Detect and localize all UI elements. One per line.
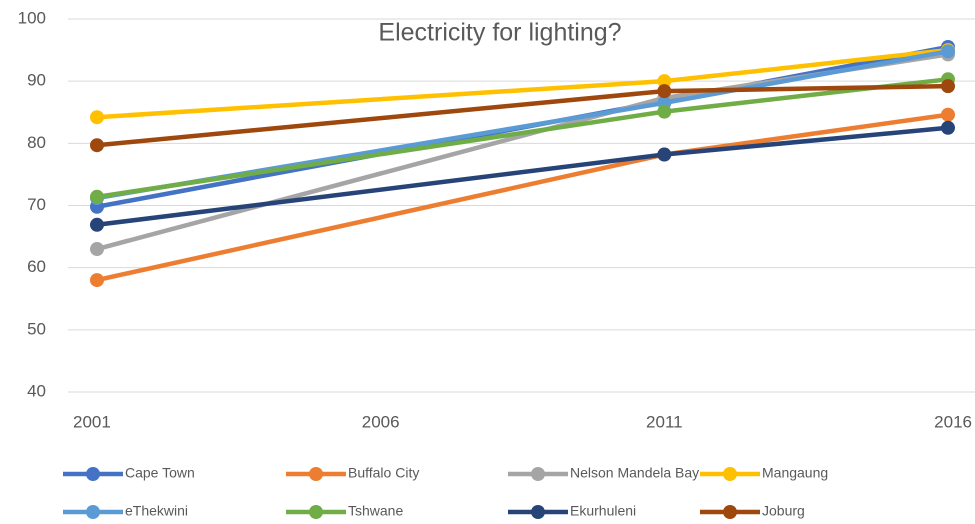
legend-marker	[723, 505, 737, 519]
point	[941, 79, 955, 94]
legend-label: Mangaung	[762, 465, 828, 481]
point	[657, 147, 672, 162]
point	[941, 120, 955, 135]
point	[90, 273, 104, 288]
legend-label: Nelson Mandela Bay	[570, 465, 699, 481]
legend-marker	[309, 505, 323, 519]
y-tick-label: 100	[18, 8, 46, 27]
y-tick-label: 60	[27, 257, 46, 276]
legend-label: Buffalo City	[348, 465, 419, 481]
y-tick-label: 70	[27, 195, 46, 214]
x-tick-label: 2011	[646, 412, 683, 431]
series-line	[96, 47, 949, 120]
x-tick-label: 2006	[362, 412, 400, 431]
point	[941, 107, 955, 122]
legend-marker	[531, 467, 545, 481]
point	[657, 84, 672, 99]
point	[90, 242, 104, 257]
legend-label: Ekurhuleni	[570, 503, 636, 519]
point	[90, 189, 104, 204]
legend-label: Cape Town	[125, 465, 195, 481]
legend-marker	[86, 467, 100, 481]
point	[90, 217, 104, 232]
y-tick-label: 40	[27, 381, 46, 400]
point	[657, 104, 672, 119]
legend-label: Joburg	[762, 503, 805, 519]
y-tick-label: 90	[27, 71, 46, 90]
x-tick-label: 2001	[73, 412, 111, 431]
legend-marker	[309, 467, 323, 481]
chart-title: Electricity for lighting?	[378, 19, 621, 47]
point	[90, 110, 104, 125]
legend-marker	[531, 505, 545, 519]
y-tick-label: 50	[27, 319, 46, 338]
point	[941, 44, 955, 59]
legend-label: Tshwane	[348, 503, 403, 519]
point	[90, 138, 104, 153]
series-line	[96, 52, 949, 252]
x-tick-label: 2016	[934, 412, 972, 431]
y-tick-label: 80	[27, 133, 46, 152]
legend-label: eThekwini	[125, 503, 188, 519]
legend-marker	[86, 505, 100, 519]
point	[657, 74, 672, 89]
legend-marker	[723, 467, 737, 481]
